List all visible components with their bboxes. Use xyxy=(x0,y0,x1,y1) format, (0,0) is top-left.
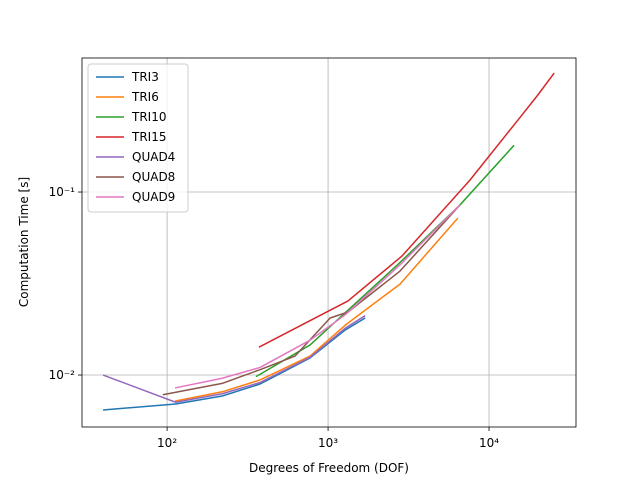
series-line xyxy=(174,204,461,389)
series-line xyxy=(102,317,366,411)
y-axis-label: Computation Time [s] xyxy=(17,177,31,307)
x-tick-label: 10⁴ xyxy=(479,436,499,450)
legend-label: TRI15 xyxy=(131,130,166,144)
series-line xyxy=(258,72,555,348)
legend: TRI3 TRI6 TRI10 TRI15 QUAD4 QUAD8 QUAD9 xyxy=(87,63,189,213)
plot-frame xyxy=(81,57,577,428)
x-tick-label: 10² xyxy=(157,436,177,450)
legend-label: QUAD4 xyxy=(132,150,175,164)
series-line xyxy=(255,144,515,378)
legend-label: TRI10 xyxy=(131,110,166,124)
x-tick-label: 10³ xyxy=(318,436,338,450)
legend-label: QUAD8 xyxy=(132,170,175,184)
series-line xyxy=(102,315,366,403)
legend-box xyxy=(87,63,189,213)
series-line xyxy=(174,217,459,402)
y-tick-label: 10⁻² xyxy=(49,368,76,382)
y-tick-label: 10⁻¹ xyxy=(49,185,76,199)
legend-label: TRI6 xyxy=(131,90,159,104)
series-line xyxy=(162,204,461,396)
x-axis-label: Degrees of Freedom (DOF) xyxy=(249,461,409,475)
legend-label: QUAD9 xyxy=(132,190,175,204)
legend-label: TRI3 xyxy=(131,70,159,84)
